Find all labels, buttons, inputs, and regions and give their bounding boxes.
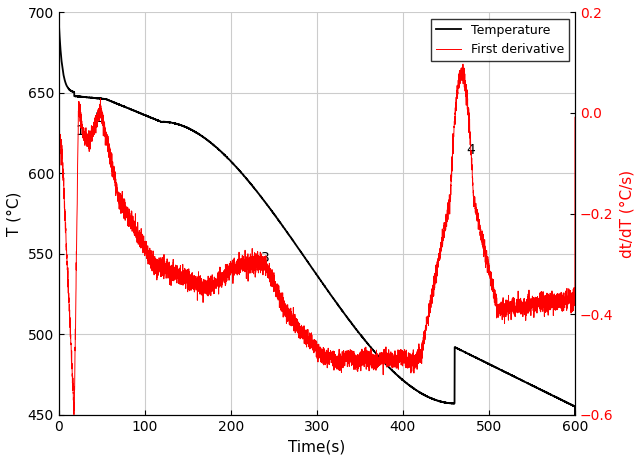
First derivative xyxy=(567,310,575,316)
Temperature xyxy=(175,122,183,127)
First derivative xyxy=(70,412,78,417)
X-axis label: Time(s): Time(s) xyxy=(288,439,345,454)
First derivative xyxy=(55,130,63,136)
Y-axis label: dt/dT (°C/s): dt/dT (°C/s) xyxy=(619,170,634,258)
Temperature xyxy=(287,234,294,239)
First derivative xyxy=(459,61,467,67)
Temperature xyxy=(180,124,188,129)
First derivative xyxy=(249,262,257,267)
Temperature xyxy=(249,184,257,190)
Line: First derivative: First derivative xyxy=(59,64,575,414)
First derivative xyxy=(287,314,294,320)
Legend: Temperature, First derivative: Temperature, First derivative xyxy=(431,19,569,61)
Y-axis label: T (°C): T (°C) xyxy=(7,191,22,236)
First derivative xyxy=(178,275,185,281)
First derivative xyxy=(175,272,183,278)
Text: 4: 4 xyxy=(467,143,475,157)
Line: Temperature: Temperature xyxy=(59,20,575,461)
Temperature xyxy=(55,18,63,23)
Text: 2: 2 xyxy=(95,111,104,125)
Temperature xyxy=(178,123,185,128)
Temperature xyxy=(567,402,575,408)
Text: 1: 1 xyxy=(76,124,85,138)
First derivative xyxy=(180,272,188,277)
First derivative xyxy=(571,114,579,120)
Text: 3: 3 xyxy=(261,251,270,265)
